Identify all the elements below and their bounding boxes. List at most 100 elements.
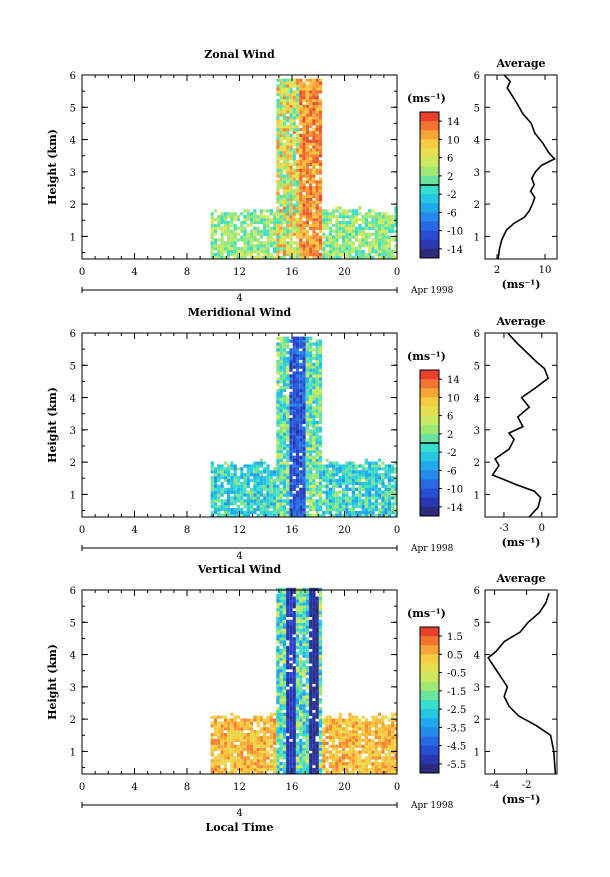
heatmap-cell [303, 759, 306, 762]
heatmap-cell [276, 409, 279, 412]
heatmap-cell [270, 736, 273, 739]
heatmap-cell [299, 701, 302, 704]
heatmap-cell [296, 230, 299, 233]
heatmap-cell [306, 658, 309, 661]
heatmap-cell [276, 692, 279, 695]
heatmap-cell [286, 253, 289, 256]
heatmap-cell [247, 476, 250, 479]
heatmap-cell [309, 224, 312, 227]
heatmap-cell [309, 134, 312, 137]
heatmap-cell [375, 762, 378, 765]
heatmap-cell [371, 233, 374, 236]
heatmap-cell [293, 765, 296, 768]
heatmap-cell [319, 660, 322, 663]
heatmap-cell [381, 467, 384, 470]
heatmap-cell [378, 508, 381, 511]
heatmap-cell [342, 762, 345, 765]
heatmap-cell [280, 710, 283, 713]
heatmap-cell [293, 482, 296, 485]
heatmap-cell [273, 739, 276, 742]
heatmap-cell [339, 751, 342, 754]
heatmap-cell [243, 736, 246, 739]
heatmap-cell [309, 435, 312, 438]
heatmap-cell [303, 733, 306, 736]
heatmap-cell [296, 209, 299, 212]
heatmap-cell [270, 230, 273, 233]
heatmap-cell [365, 462, 368, 465]
heatmap-cell [243, 505, 246, 508]
heatmap-cell [355, 742, 358, 745]
heatmap-cell [303, 415, 306, 418]
heatmap-cell [293, 374, 296, 377]
heatmap-cell [283, 643, 286, 646]
heatmap-cell [388, 221, 391, 224]
heatmap-cell [286, 175, 289, 178]
heatmap-cell [316, 626, 319, 629]
heatmap-cell [335, 227, 338, 230]
heatmap-cell [240, 496, 243, 499]
heatmap-cell [306, 224, 309, 227]
heatmap-cell [283, 406, 286, 409]
heatmap-cell [316, 605, 319, 608]
colorbar-segment [420, 654, 439, 664]
heatmap-cell [388, 719, 391, 722]
heatmap-cell [293, 198, 296, 201]
heatmap-cell [365, 479, 368, 482]
heatmap-cell [296, 116, 299, 119]
heatmap-cell [388, 753, 391, 756]
heatmap-cell [283, 707, 286, 710]
heatmap-cell [348, 218, 351, 221]
heatmap-cell [289, 456, 292, 459]
heatmap-cell [312, 643, 315, 646]
heatmap-cell [316, 224, 319, 227]
heatmap-cell [309, 488, 312, 491]
heatmap-cell [247, 464, 250, 467]
heatmap-cell [299, 678, 302, 681]
heatmap-cell [260, 485, 263, 488]
heatmap-cell [319, 99, 322, 102]
heatmap-cell [283, 591, 286, 594]
heatmap-cell [286, 105, 289, 108]
heatmap-cell [250, 745, 253, 748]
heatmap-cell [345, 721, 348, 724]
heatmap-cell [289, 143, 292, 146]
heatmap-cell [296, 505, 299, 508]
heatmap-cell [326, 241, 329, 244]
heatmap-cell [266, 476, 269, 479]
heatmap-cell [312, 250, 315, 253]
heatmap-cell [316, 710, 319, 713]
heatmap-cell [283, 198, 286, 201]
heatmap-cell [303, 119, 306, 122]
heatmap-cell [368, 753, 371, 756]
heatmap-cell [247, 209, 250, 212]
heatmap-cell [289, 148, 292, 151]
heatmap-cell [306, 462, 309, 465]
heatmap-cell [332, 491, 335, 494]
heatmap-cell [247, 511, 250, 514]
heatmap-cell [299, 594, 302, 597]
heatmap-cell [289, 177, 292, 180]
heatmap-cell [362, 759, 365, 762]
colorbar-tick-label: 6 [447, 154, 453, 165]
heatmap-cell [299, 160, 302, 163]
heatmap-cell [234, 212, 237, 215]
heatmap-cell [273, 212, 276, 215]
heatmap-cell [299, 96, 302, 99]
heatmap-cell [352, 724, 355, 727]
heatmap-cell [312, 459, 315, 462]
heatmap-cell [309, 753, 312, 756]
heatmap-cell [329, 482, 332, 485]
heatmap-cell [289, 157, 292, 160]
heatmap-cell [280, 482, 283, 485]
heatmap-cell [388, 736, 391, 739]
heatmap-cell [286, 409, 289, 412]
heatmap-cell [348, 748, 351, 751]
heatmap-cell [266, 765, 269, 768]
heatmap-cell [306, 108, 309, 111]
heatmap-cell [339, 716, 342, 719]
colorbar-segment [420, 121, 439, 131]
heatmap-cell [362, 464, 365, 467]
heatmap-cell [322, 502, 325, 505]
heatmap-cell [362, 733, 365, 736]
heatmap-cell [293, 444, 296, 447]
